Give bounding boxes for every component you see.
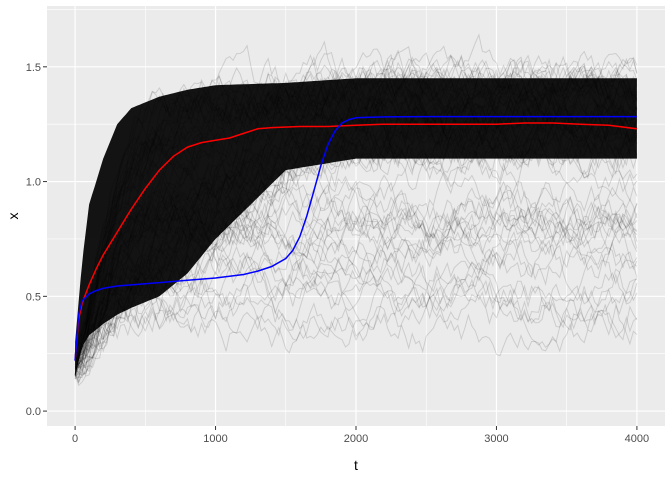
simulation-trace (74, 170, 638, 380)
series-line-1 (74, 115, 637, 361)
simulation-trace (74, 45, 638, 351)
simulation-trace (74, 104, 638, 384)
simulation-trace (74, 40, 638, 360)
simulation-trace (74, 33, 638, 358)
simulation-trace (74, 90, 638, 356)
simulation-trace (74, 119, 638, 377)
y-tick-label: 1.5 (26, 62, 41, 74)
simulation-trace (74, 85, 638, 373)
simulation-trace (74, 83, 638, 355)
x-axis: 0 1000 2000 3000 4000 (72, 426, 649, 445)
simulation-trace (74, 269, 638, 362)
simulation-trace (74, 226, 638, 367)
simulation-trace (74, 69, 638, 350)
simulation-trace (74, 239, 638, 362)
simulation-trace (74, 49, 638, 366)
simulation-trace (74, 127, 638, 374)
simulation-trace (74, 102, 638, 379)
simulation-trace (74, 293, 638, 356)
simulation-trace (74, 210, 638, 361)
simulation-trace (74, 186, 638, 361)
simulation-trace (75, 184, 638, 369)
simulation-trace (74, 51, 638, 356)
simulation-trace (74, 56, 638, 359)
simulation-trace (74, 267, 638, 384)
simulation-trace (74, 55, 638, 372)
y-axis: 0.0 0.5 1.0 1.5 (26, 62, 47, 418)
simulation-trace (74, 101, 638, 369)
simulation-trace (74, 140, 638, 387)
simulation-trace (74, 129, 638, 375)
y-tick-label: 0.5 (26, 291, 41, 303)
simulation-trace (74, 90, 638, 370)
simulation-trace (74, 260, 637, 360)
simulation-trace (74, 170, 638, 365)
trace-density (75, 78, 637, 377)
simulation-trace (74, 106, 638, 380)
x-axis-title: t (354, 457, 358, 473)
simulation-trace (74, 66, 638, 357)
summary-series (74, 115, 637, 361)
simulation-trace (74, 64, 638, 361)
simulation-trace (74, 195, 638, 359)
simulation-trace (74, 44, 638, 355)
simulation-trace (74, 60, 638, 370)
x-tick-label: 0 (72, 433, 78, 445)
simulation-trace (74, 195, 638, 374)
simulation-trace (75, 83, 638, 371)
simulation-trace (74, 76, 638, 376)
simulation-trace (74, 54, 638, 364)
simulation-trace (74, 75, 638, 362)
simulation-trace (74, 195, 638, 371)
simulation-trace (74, 119, 638, 358)
simulation-trace (74, 200, 638, 368)
simulation-trace (74, 106, 637, 366)
simulation-trace (74, 106, 638, 369)
simulation-trace (74, 258, 638, 375)
simulation-trace (74, 295, 638, 378)
simulation-trace (75, 100, 638, 354)
simulation-traces (74, 33, 638, 387)
simulation-trace (74, 69, 638, 376)
series-line-0 (74, 122, 637, 361)
simulation-trace (74, 105, 638, 383)
x-tick-label: 3000 (484, 433, 508, 445)
simulation-trace (74, 82, 638, 361)
simulation-trace (74, 213, 638, 363)
y-tick-label: 0.0 (26, 406, 41, 418)
simulation-trace (74, 57, 638, 376)
simulation-trace (74, 193, 638, 380)
x-tick-label: 4000 (625, 433, 649, 445)
simulation-trace (74, 46, 638, 366)
simulation-trace (74, 53, 638, 376)
simulation-trace (74, 72, 637, 377)
y-axis-title: x (5, 213, 21, 220)
simulation-trace (75, 52, 638, 366)
y-tick-label: 1.0 (26, 177, 41, 189)
simulation-trace (74, 101, 638, 375)
simulation-trace (74, 112, 638, 376)
simulation-trace (74, 108, 638, 370)
simulation-trace (74, 254, 638, 379)
simulation-trace (74, 173, 638, 367)
x-tick-label: 1000 (203, 433, 227, 445)
simulation-trace (74, 48, 638, 351)
simulation-trace (74, 178, 638, 363)
simulation-trace (74, 229, 638, 376)
x-tick-label: 2000 (344, 433, 368, 445)
